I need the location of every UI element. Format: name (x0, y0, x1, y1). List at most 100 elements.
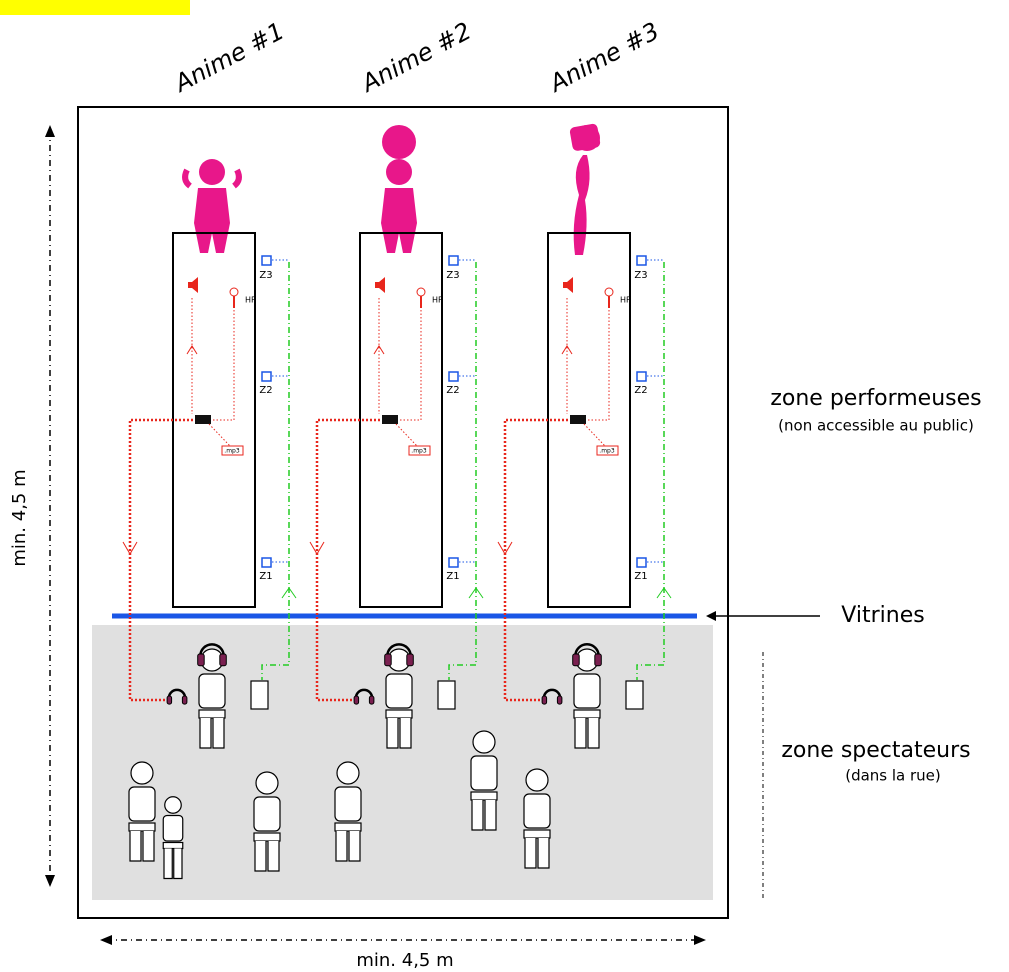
arrow (656, 587, 672, 599)
headset (368, 695, 375, 705)
person-legs (163, 848, 183, 880)
person-legs (335, 831, 361, 862)
person-legs (524, 838, 550, 869)
headset (594, 653, 602, 667)
zone-label: Z3 (259, 270, 272, 281)
person-body (470, 755, 498, 791)
headset (199, 643, 225, 657)
audio-line (128, 418, 193, 702)
speaker (375, 277, 385, 293)
control-line (448, 262, 477, 680)
arrow (281, 587, 297, 599)
figure-body (573, 155, 590, 255)
person-head (472, 730, 496, 754)
arrow (468, 587, 484, 599)
audio-line (395, 310, 422, 421)
person-body (253, 796, 281, 832)
zone-sensor (261, 371, 272, 382)
person-head (255, 771, 279, 795)
headset (219, 653, 227, 667)
file-box (408, 445, 431, 456)
zone-label: Z1 (634, 571, 647, 582)
headset (406, 653, 414, 667)
person-hips (385, 709, 413, 719)
person-body (198, 673, 226, 709)
person-body (334, 786, 362, 822)
control-box (437, 680, 456, 710)
person-body (523, 793, 551, 829)
zone-title: zone performeuses (770, 386, 981, 411)
audio-line (583, 310, 610, 421)
file-label: .mp3 (599, 448, 615, 455)
headset (556, 695, 563, 705)
arrow (497, 541, 513, 555)
window-label: Vitrines (841, 603, 924, 628)
person-legs (471, 800, 497, 831)
headset (167, 688, 187, 699)
speaker (188, 277, 198, 293)
person-hips (162, 841, 184, 850)
audio-line (315, 418, 380, 702)
zone-label: Z3 (446, 270, 459, 281)
zone-sensor (261, 557, 272, 568)
zone-sensor (448, 371, 459, 382)
audio-line (583, 423, 606, 447)
mic-label: HF (245, 296, 256, 305)
person-legs (254, 841, 280, 872)
zone-label: Z1 (446, 571, 459, 582)
person-hips (523, 829, 551, 839)
zone-label: Z2 (634, 385, 647, 396)
headset (542, 688, 562, 699)
mic-label: HF (620, 296, 631, 305)
zone-note: (non accessible au public) (778, 417, 974, 435)
speaker (563, 277, 573, 293)
figure-hair (382, 125, 416, 159)
figure-body (381, 188, 417, 253)
person-head (336, 761, 360, 785)
arrow (561, 345, 573, 355)
zone-label: Z1 (259, 571, 272, 582)
zone-label: Z2 (259, 385, 272, 396)
arrow-head (100, 935, 706, 945)
performer-label: Anime #3 (543, 17, 663, 99)
audio-line (208, 423, 231, 447)
person-legs (574, 718, 600, 749)
person-head (130, 761, 154, 785)
zone-sensor (636, 371, 647, 382)
zone-note: (dans la rue) (845, 767, 941, 785)
arrow (122, 541, 138, 555)
performer-label: Anime #1 (168, 17, 288, 99)
headset (166, 695, 173, 705)
figure-body (194, 188, 230, 253)
control-box (250, 680, 269, 710)
headset (386, 643, 412, 657)
person-body (162, 814, 184, 842)
zone-label: Z2 (446, 385, 459, 396)
arrow-head (706, 611, 716, 621)
zone-sensor (448, 557, 459, 568)
player (570, 415, 586, 424)
arrow (373, 345, 385, 355)
arrow (186, 345, 198, 355)
headset (353, 695, 360, 705)
person-hips (334, 822, 362, 832)
headset (384, 653, 392, 667)
zone-label: Z3 (634, 270, 647, 281)
control-line (636, 262, 665, 680)
arrow (309, 541, 325, 555)
file-label: .mp3 (411, 448, 427, 455)
person-head (164, 796, 182, 814)
file-label: .mp3 (224, 448, 240, 455)
zone-sensor (636, 255, 647, 266)
audio-line (208, 310, 235, 421)
highlight (0, 0, 190, 15)
headset (572, 653, 580, 667)
person-body (573, 673, 601, 709)
person-hips (470, 791, 498, 801)
person-hips (128, 822, 156, 832)
person-body (128, 786, 156, 822)
file-box (596, 445, 619, 456)
dimension-label: min. 4,5 m (9, 469, 30, 566)
person-head (525, 768, 549, 792)
